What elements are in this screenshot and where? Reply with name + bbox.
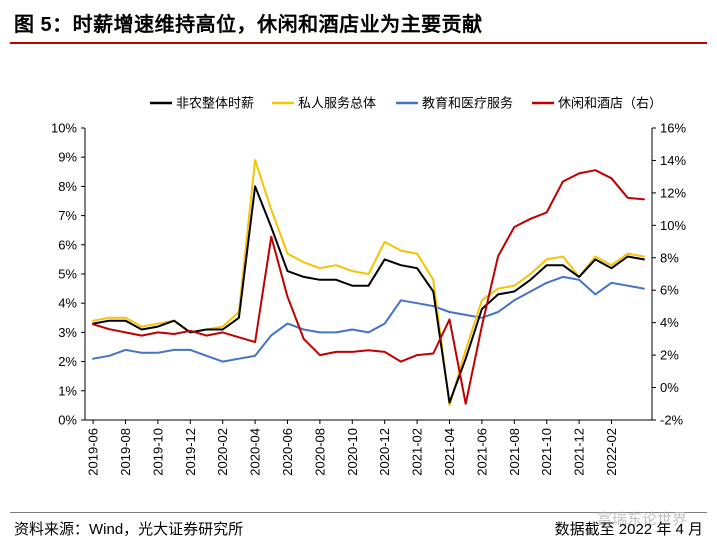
series-line-leisure bbox=[92, 169, 645, 405]
watermark: 富瑞东论世界 bbox=[596, 511, 687, 528]
x-axis-tick-label: 2021-12 bbox=[572, 428, 587, 476]
left-axis-tick-label: 9% bbox=[58, 150, 77, 165]
x-axis-tick-label: 2022-02 bbox=[604, 428, 619, 476]
right-axis-tick-label: 8% bbox=[660, 250, 679, 265]
data-as-of-note: 数据截至 2022 年 4 月 bbox=[554, 521, 703, 538]
left-axis-tick-label: 7% bbox=[58, 208, 77, 223]
left-axis-tick-label: 1% bbox=[58, 383, 77, 398]
right-axis-tick-label: 16% bbox=[660, 121, 686, 136]
chart-series bbox=[92, 159, 645, 407]
x-axis-tick-label: 2021-10 bbox=[539, 428, 554, 476]
x-axis-tick-label: 2021-02 bbox=[410, 428, 425, 476]
right-axis-tick-label: 12% bbox=[660, 185, 686, 200]
x-axis-tick-label: 2020-04 bbox=[248, 428, 263, 476]
legend-label-nonfarm: 非农整体时薪 bbox=[176, 96, 254, 111]
right-axis-tick-label: 4% bbox=[660, 315, 679, 330]
line-chart: 0% 1% 2% 3% 4% 5% 6% 7% 8% 9% 10% -2% 0% 2% 4% 6% 8% 10% 1… bbox=[51, 96, 686, 476]
x-axis-tick-label: 2020-08 bbox=[312, 428, 327, 476]
x-axis-tick-label: 2020-06 bbox=[280, 428, 295, 476]
legend-label-edu: 教育和医疗服务 bbox=[422, 96, 513, 111]
left-axis-tick-label: 6% bbox=[58, 237, 77, 252]
series-line-edu bbox=[92, 275, 645, 363]
x-axis-tick-label: 2019-12 bbox=[183, 428, 198, 476]
right-axis-tick-label: 2% bbox=[660, 348, 679, 363]
x-axis-tick-label: 2020-12 bbox=[377, 428, 392, 476]
left-axis-tick-label: 2% bbox=[58, 354, 77, 369]
chart-axes: 0% 1% 2% 3% 4% 5% 6% 7% 8% 9% 10% -2% 0% 2% 4% 6% 8% 10% 1… bbox=[51, 121, 686, 476]
right-axis-tick-label: 10% bbox=[660, 218, 686, 233]
right-axis-tick-label: 14% bbox=[660, 153, 686, 168]
source-note: 资料来源：Wind，光大证券研究所 bbox=[14, 521, 244, 538]
legend-label-private: 私人服务总体 bbox=[298, 96, 376, 111]
left-axis-tick-label: 3% bbox=[58, 325, 77, 340]
figure-title: 图 5：时薪增速维持高位，休闲和酒店业为主要贡献 bbox=[14, 14, 483, 36]
title-divider bbox=[10, 42, 707, 44]
left-axis-tick-label: 10% bbox=[51, 121, 77, 136]
x-axis-tick-label: 2019-10 bbox=[150, 428, 165, 476]
left-axis-tick-label: 0% bbox=[58, 413, 77, 428]
x-axis-tick-label: 2020-10 bbox=[345, 428, 360, 476]
right-axis-tick-label: 6% bbox=[660, 283, 679, 298]
series-line-private bbox=[92, 159, 645, 407]
chart-legend: 非农整体时薪 私人服务总体 教育和医疗服务 休闲和酒店（右） bbox=[150, 96, 662, 111]
x-axis-tick-label: 2019-06 bbox=[86, 428, 101, 476]
left-axis-tick-label: 4% bbox=[58, 296, 77, 311]
legend-label-leisure: 休闲和酒店（右） bbox=[558, 96, 662, 111]
left-axis-tick-label: 8% bbox=[58, 179, 77, 194]
right-axis-tick-label: 0% bbox=[660, 380, 679, 395]
x-axis-tick-label: 2021-08 bbox=[507, 428, 522, 476]
x-axis-tick-label: 2019-08 bbox=[118, 428, 133, 476]
x-axis-tick-label: 2020-02 bbox=[215, 428, 230, 476]
x-axis-tick-label: 2021-06 bbox=[474, 428, 489, 476]
x-axis-tick-label: 2021-04 bbox=[442, 428, 457, 476]
right-axis-tick-label: -2% bbox=[660, 413, 684, 428]
footer-divider bbox=[10, 512, 707, 513]
series-line-nonfarm bbox=[92, 185, 645, 404]
left-axis-tick-label: 5% bbox=[58, 267, 77, 282]
